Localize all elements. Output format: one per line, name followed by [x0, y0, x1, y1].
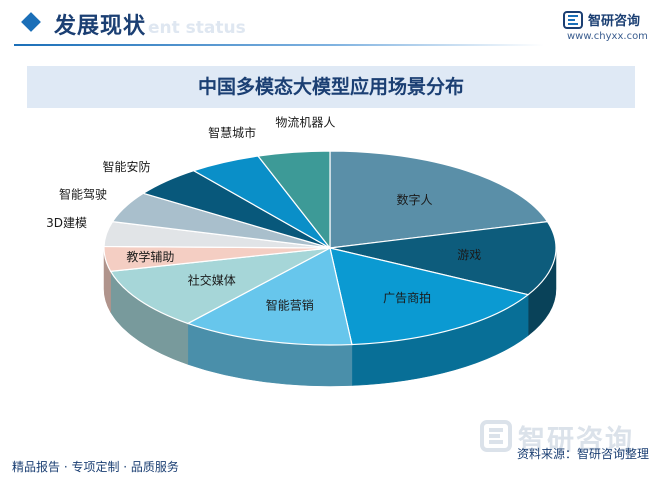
brand-mark-icon	[563, 11, 583, 29]
pie-label-7: 智能驾驶	[59, 186, 107, 201]
pie-label-6: 3D建模	[46, 216, 87, 230]
pie-slice-0[interactable]	[329, 150, 549, 249]
diamond-icon	[21, 12, 41, 32]
pie-label-4: 社交媒体	[188, 272, 236, 287]
pie-label-0: 数字人	[397, 192, 433, 207]
header-ghost-text: ent status	[148, 18, 246, 38]
chart-title: 中国多模态大模型应用场景分布	[197, 76, 464, 98]
pie-slice-1[interactable]	[329, 220, 557, 296]
pie-label-1: 游戏	[457, 248, 481, 262]
watermark-text: 智研咨询	[518, 425, 634, 456]
pie-slice-4[interactable]	[109, 247, 331, 325]
page-title: 发展现状	[54, 14, 147, 39]
brand-url: www.chyxx.com	[567, 31, 648, 42]
pie-label-9: 智慧城市	[208, 125, 256, 140]
watermark-logo-icon	[480, 420, 512, 452]
pie-label-3: 智能营销	[266, 298, 314, 313]
pie-label-2: 广告商拍	[383, 290, 431, 305]
chart-area: 数字人游戏广告商拍智能营销 社交媒体 教学辅助 3D建模 智能驾驶 智能安防 智慧城市 物流机…	[0, 110, 661, 445]
page-footer: 精品报告 · 专项定制 · 品质服务 资料来源：智研咨询整理	[0, 447, 661, 483]
pie-label-5: 教学辅助	[126, 249, 174, 264]
pie-label-8: 智能安防	[103, 159, 151, 174]
page-header: ent status 发展现状	[0, 0, 661, 52]
brand-name: 智研咨询	[588, 14, 641, 29]
pie-slice-10[interactable]	[256, 150, 331, 250]
pie-label-10: 物流机器人	[275, 116, 335, 130]
footer-tagline: 精品报告 · 专项定制 · 品质服务	[12, 460, 179, 474]
chart-title-bar: 中国多模态大模型应用场景分布	[27, 66, 635, 108]
pie-slice-3[interactable]	[186, 247, 353, 346]
header-divider	[14, 44, 544, 46]
watermark: 智研咨询	[480, 418, 655, 456]
brand-logo: 智研咨询 www.chyxx.com	[563, 9, 655, 49]
source-note: 资料来源：智研咨询整理	[516, 447, 649, 461]
pie-slice-2[interactable]	[329, 247, 530, 346]
